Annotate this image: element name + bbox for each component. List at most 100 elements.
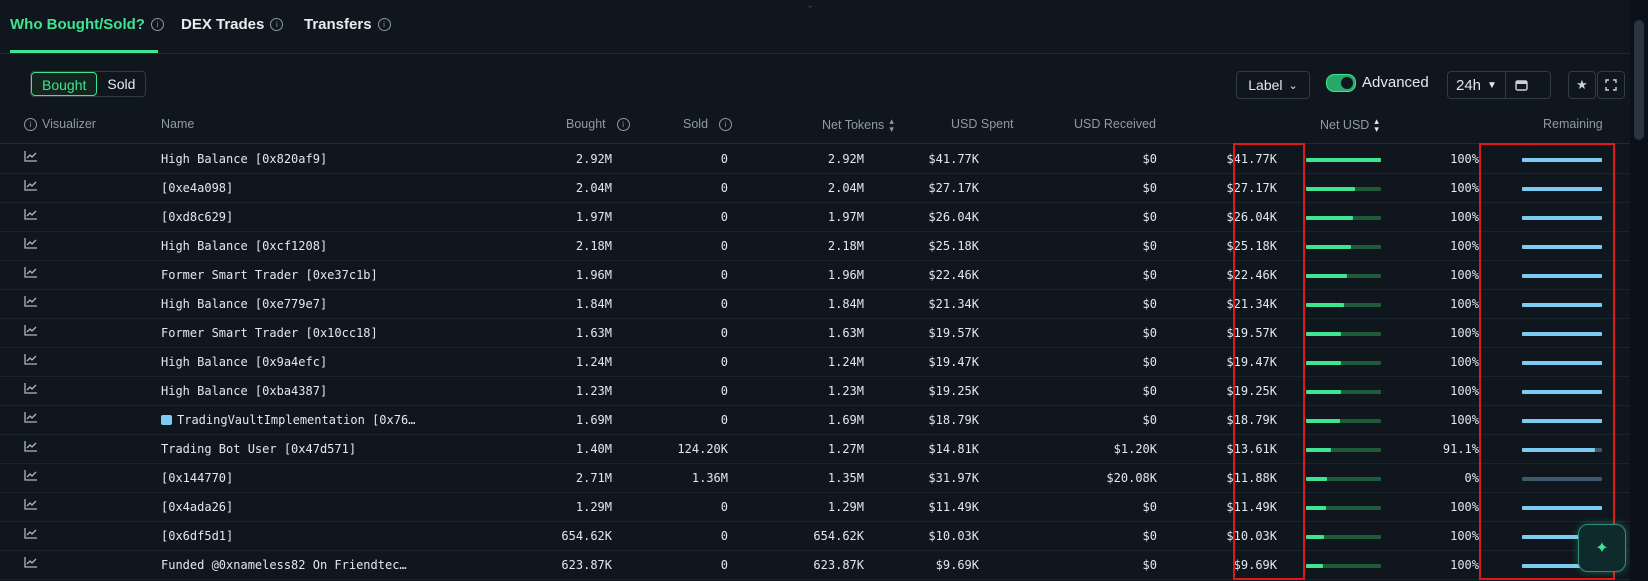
timeframe-select[interactable]: 24h ▼ <box>1448 72 1506 98</box>
label-dropdown[interactable]: Label ⌄ <box>1236 71 1310 99</box>
holder-name[interactable]: [0xd8c629] <box>161 210 233 224</box>
bought-value: 654.62K <box>561 529 612 543</box>
chevron-down-icon[interactable]: ⌄ <box>806 0 815 11</box>
chart-icon[interactable] <box>24 527 38 543</box>
net-usd-value: $10.03K <box>1226 529 1277 543</box>
chart-icon[interactable] <box>24 324 38 340</box>
chart-icon[interactable] <box>24 179 38 195</box>
table-row[interactable]: Funded @0xnameless82 On Friendtec… 623.87… <box>0 550 1630 580</box>
advanced-toggle[interactable] <box>1326 74 1356 92</box>
chart-icon[interactable] <box>24 150 38 166</box>
bought-value: 1.23M <box>575 384 612 398</box>
ai-assistant-button[interactable]: ✦ <box>1578 524 1626 572</box>
net-tokens-value: 1.69M <box>827 413 864 427</box>
info-icon[interactable]: i <box>150 18 164 31</box>
info-icon[interactable]: i <box>24 117 37 131</box>
chart-icon[interactable] <box>24 556 38 572</box>
net-tokens-value: 1.63M <box>827 326 864 340</box>
holder-name-text: [0x144770] <box>161 471 234 485</box>
table-row[interactable]: Trading Bot User [0x47d571] 1.40M 124.20K 1… <box>0 434 1630 464</box>
column-net-tokens[interactable]: Net Tokens ▴ ▾ <box>822 117 894 134</box>
holder-name-text: [0x4ada26] <box>161 500 234 514</box>
holder-name[interactable]: Trading Bot User [0x47d571] <box>161 442 356 456</box>
star-icon[interactable]: ★ <box>1568 71 1596 99</box>
net-usd-value: $9.69K <box>1233 558 1277 572</box>
info-icon[interactable]: i <box>616 117 630 131</box>
chart-icon[interactable] <box>24 208 38 224</box>
table-row[interactable]: High Balance [0x820af9] 2.92M 0 2.92M $41.77… <box>0 144 1630 174</box>
bought-button[interactable]: Bought <box>31 72 98 96</box>
table-row[interactable]: [0xe4a098] 2.04M 0 2.04M $27.17K $0 $27.17K 100… <box>0 173 1630 203</box>
bought-value: 1.84M <box>575 297 612 311</box>
holder-name[interactable]: High Balance [0xe779e7] <box>161 297 327 311</box>
tab-dex-trades[interactable]: DEX Trades i <box>181 16 284 33</box>
net-usd-value: $13.61K <box>1226 442 1277 456</box>
chart-icon[interactable] <box>24 382 38 398</box>
sold-value: 0 <box>720 326 728 340</box>
calendar-icon[interactable] <box>1506 79 1538 91</box>
net-usd-bar <box>1306 274 1381 278</box>
net-usd-bar <box>1306 303 1381 307</box>
holder-name[interactable]: Funded @0xnameless82 On Friendtec… <box>161 558 407 572</box>
holder-name[interactable]: [0x144770] <box>161 471 233 485</box>
net-usd-bar-fill <box>1306 245 1351 249</box>
holder-name[interactable]: TradingVaultImplementation [0x76… <box>161 413 415 427</box>
chart-icon[interactable] <box>24 353 38 369</box>
usd-spent-value: $18.79K <box>928 413 979 427</box>
scroll-thumb[interactable] <box>1634 20 1644 140</box>
column-label: Bought <box>566 117 606 131</box>
usd-received-value: $0 <box>1142 500 1157 514</box>
net-usd-value: $27.17K <box>1226 181 1277 195</box>
tab-label: Transfers <box>304 16 372 33</box>
net-usd-bar <box>1306 361 1381 365</box>
table-row[interactable]: [0xd8c629] 1.97M 0 1.97M $26.04K $0 $26.04K 100… <box>0 202 1630 232</box>
info-icon[interactable]: i <box>377 18 391 31</box>
table-row[interactable]: High Balance [0xba4387] 1.23M 0 1.23M $19.25… <box>0 376 1630 406</box>
chart-icon[interactable] <box>24 440 38 456</box>
chart-icon[interactable] <box>24 295 38 311</box>
info-icon[interactable]: i <box>719 117 733 131</box>
usd-spent-value: $19.25K <box>928 384 979 398</box>
table-row[interactable]: [0x6df5d1] 654.62K 0 654.62K $10.03K $0 $10.03… <box>0 521 1630 551</box>
remaining-bar-fill <box>1522 564 1602 568</box>
holder-name[interactable]: High Balance [0x9a4efc] <box>161 355 327 369</box>
holder-name[interactable]: Former Smart Trader [0x10cc18] <box>161 326 378 340</box>
fullscreen-icon[interactable] <box>1597 71 1625 99</box>
sold-button[interactable]: Sold <box>107 76 136 92</box>
scrollbar[interactable] <box>1630 0 1648 581</box>
holder-name[interactable]: High Balance [0xcf1208] <box>161 239 327 253</box>
table-row[interactable]: [0x144770] 2.71M 1.36M 1.35M $31.97K $20.08K $… <box>0 463 1630 493</box>
chart-icon[interactable] <box>24 237 38 253</box>
chart-icon[interactable] <box>24 411 38 427</box>
info-icon[interactable]: i <box>270 18 284 31</box>
column-label: USD Received <box>1074 117 1156 131</box>
table-row[interactable]: High Balance [0x9a4efc] 1.24M 0 1.24M $19.47… <box>0 347 1630 377</box>
chart-icon[interactable] <box>24 498 38 514</box>
table-row[interactable]: [0x4ada26] 1.29M 0 1.29M $11.49K $0 $11.49K 100… <box>0 492 1630 522</box>
remaining-bar <box>1522 448 1602 452</box>
tab-who-bought-sold[interactable]: Who Bought/Sold? i <box>10 16 164 33</box>
remaining-bar <box>1522 245 1602 249</box>
table-row[interactable]: Former Smart Trader [0xe37c1b] 1.96M 0 1.96… <box>0 260 1630 290</box>
column-net-usd[interactable]: Net USD ▴ ▾ <box>1320 117 1379 134</box>
net-tokens-value: 2.92M <box>827 152 864 166</box>
tab-transfers[interactable]: Transfers i <box>304 16 391 33</box>
holder-name[interactable]: [0x4ada26] <box>161 500 233 514</box>
net-tokens-value: 1.29M <box>827 500 864 514</box>
net-usd-bar <box>1306 390 1381 394</box>
holder-name[interactable]: Former Smart Trader [0xe37c1b] <box>161 268 378 282</box>
table-row[interactable]: High Balance [0xcf1208] 2.18M 0 2.18M $25.18… <box>0 231 1630 261</box>
chart-icon[interactable] <box>24 469 38 485</box>
holder-name-text: [0x6df5d1] <box>161 529 234 543</box>
table-row[interactable]: High Balance [0xe779e7] 1.84M 0 1.84M $21.34… <box>0 289 1630 319</box>
chart-icon[interactable] <box>24 266 38 282</box>
holder-name[interactable]: High Balance [0x820af9] <box>161 152 327 166</box>
remaining-bar <box>1522 187 1602 191</box>
table-row[interactable]: Former Smart Trader [0x10cc18] 1.63M 0 1.63… <box>0 318 1630 348</box>
net-usd-bar <box>1306 158 1381 162</box>
sold-value: 124.20K <box>677 442 728 456</box>
holder-name[interactable]: High Balance [0xba4387] <box>161 384 327 398</box>
table-row[interactable]: TradingVaultImplementation [0x76… 1.69M 0 1… <box>0 405 1630 435</box>
holder-name[interactable]: [0xe4a098] <box>161 181 233 195</box>
holder-name[interactable]: [0x6df5d1] <box>161 529 233 543</box>
